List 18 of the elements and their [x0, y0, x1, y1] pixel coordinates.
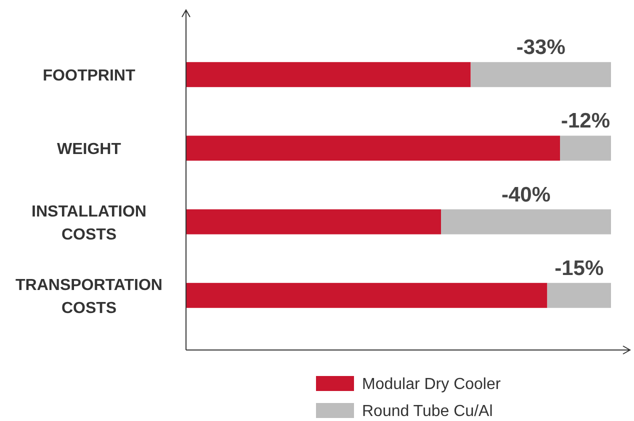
- legend-label: Modular Dry Cooler: [362, 376, 502, 393]
- bar: [441, 209, 611, 234]
- bar: [186, 209, 441, 234]
- legend-label: Round Tube Cu/Al: [362, 403, 493, 420]
- bar: [186, 282, 548, 308]
- annotation: -40%: [501, 183, 551, 206]
- annotation: -15%: [554, 256, 604, 280]
- y-tick-label: WEIGHT: [57, 141, 122, 158]
- annotation: -33%: [516, 36, 566, 60]
- bar: [470, 62, 611, 88]
- bar: [186, 136, 560, 161]
- y-tick-label: INSTALLATION COSTS: [32, 203, 146, 244]
- bar: [186, 62, 471, 88]
- annotation: -12%: [560, 110, 610, 133]
- bar: [560, 136, 611, 161]
- y-tick-label: FOOTPRINT: [42, 68, 136, 85]
- y-tick-label: TRANSPORTATION COSTS: [16, 276, 162, 317]
- bar: [547, 282, 611, 308]
